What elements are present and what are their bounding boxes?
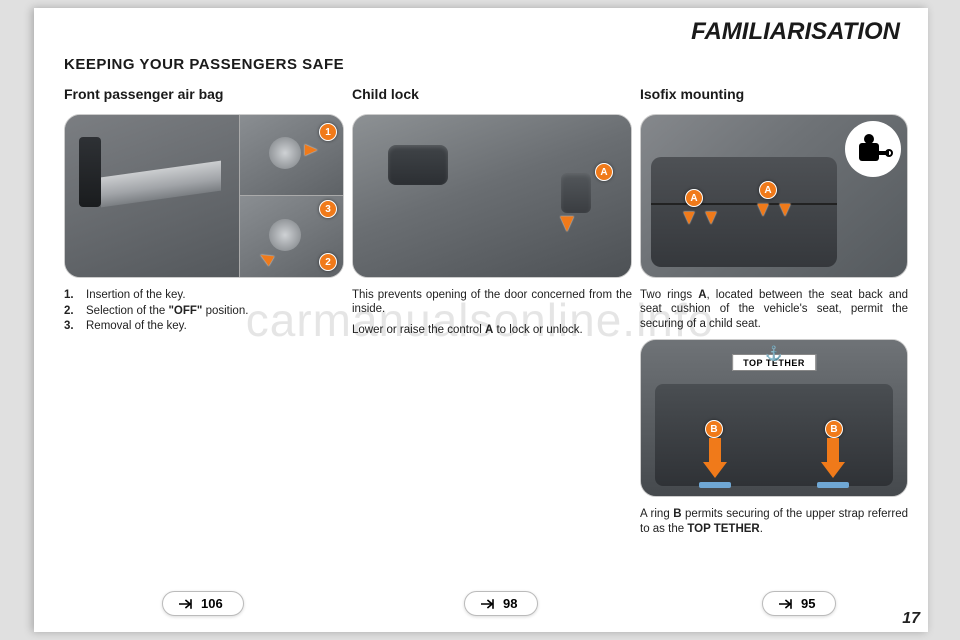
arrow-icon xyxy=(779,598,795,610)
airbag-image-step1: 1 xyxy=(240,115,343,196)
column-isofix: Isofix mounting A A Two rings A, located… xyxy=(640,86,908,542)
child-lock-para2: Lower or raise the control A to lock or … xyxy=(352,323,632,337)
callout-3: 3 xyxy=(319,200,337,218)
isofix-para2: A ring B permits securing of the upper s… xyxy=(640,507,908,536)
airbag-steps-list: 1.Insertion of the key. 2.Selection of t… xyxy=(64,288,344,335)
airbag-key-image: 1 3 2 xyxy=(64,114,344,278)
page-ref-number: 95 xyxy=(801,596,815,611)
isofix-icon xyxy=(845,121,901,177)
col1-title: Front passenger air bag xyxy=(64,86,344,102)
step-item: 3.Removal of the key. xyxy=(64,319,344,335)
arrow-icon xyxy=(481,598,497,610)
manual-page: FAMILIARISATION KEEPING YOUR PASSENGERS … xyxy=(34,8,928,632)
isofix-para1: Two rings A, located between the seat ba… xyxy=(640,288,908,331)
column-child-lock: Child lock A This prevents opening of th… xyxy=(352,86,632,343)
door-handle-graphic xyxy=(388,145,448,185)
col3-title: Isofix mounting xyxy=(640,86,908,102)
child-lock-image: A xyxy=(352,114,632,278)
step-item: 1.Insertion of the key. xyxy=(64,288,344,304)
rear-seat-graphic: A A xyxy=(651,157,837,267)
section-title: KEEPING YOUR PASSENGERS SAFE xyxy=(64,56,344,73)
callout-1: 1 xyxy=(319,123,337,141)
airbag-image-step23: 3 2 xyxy=(240,196,343,277)
page-ref-106[interactable]: 106 xyxy=(162,591,244,616)
tether-arrow-right xyxy=(827,438,839,464)
col2-title: Child lock xyxy=(352,86,632,102)
step-item: 2.Selection of the "OFF" position. xyxy=(64,304,344,320)
anchor-icon: ⚓ xyxy=(765,345,783,362)
callout-2: 2 xyxy=(319,253,337,271)
tether-arrow-left xyxy=(709,438,721,464)
page-ref-98[interactable]: 98 xyxy=(464,591,538,616)
page-ref-95[interactable]: 95 xyxy=(762,591,836,616)
child-lock-para1: This prevents opening of the door concer… xyxy=(352,288,632,317)
page-header: FAMILIARISATION xyxy=(691,18,900,46)
page-ref-number: 106 xyxy=(201,596,223,611)
page-number: 17 xyxy=(902,610,920,628)
callout-a-left: A xyxy=(685,189,703,207)
callout-b-right: B xyxy=(825,420,843,438)
column-front-airbag: Front passenger air bag 1 3 2 1.Insertio… xyxy=(64,86,344,335)
top-tether-image: ⚓ TOP TETHER B B xyxy=(640,339,908,497)
callout-a: A xyxy=(595,163,613,181)
child-lock-text: This prevents opening of the door concer… xyxy=(352,288,632,337)
airbag-image-main xyxy=(65,115,240,277)
page-ref-number: 98 xyxy=(503,596,517,611)
top-tether-label: ⚓ TOP TETHER xyxy=(732,354,816,371)
callout-b-left: B xyxy=(705,420,723,438)
arrow-icon xyxy=(179,598,195,610)
callout-a-right: A xyxy=(759,181,777,199)
isofix-seat-image: A A xyxy=(640,114,908,278)
